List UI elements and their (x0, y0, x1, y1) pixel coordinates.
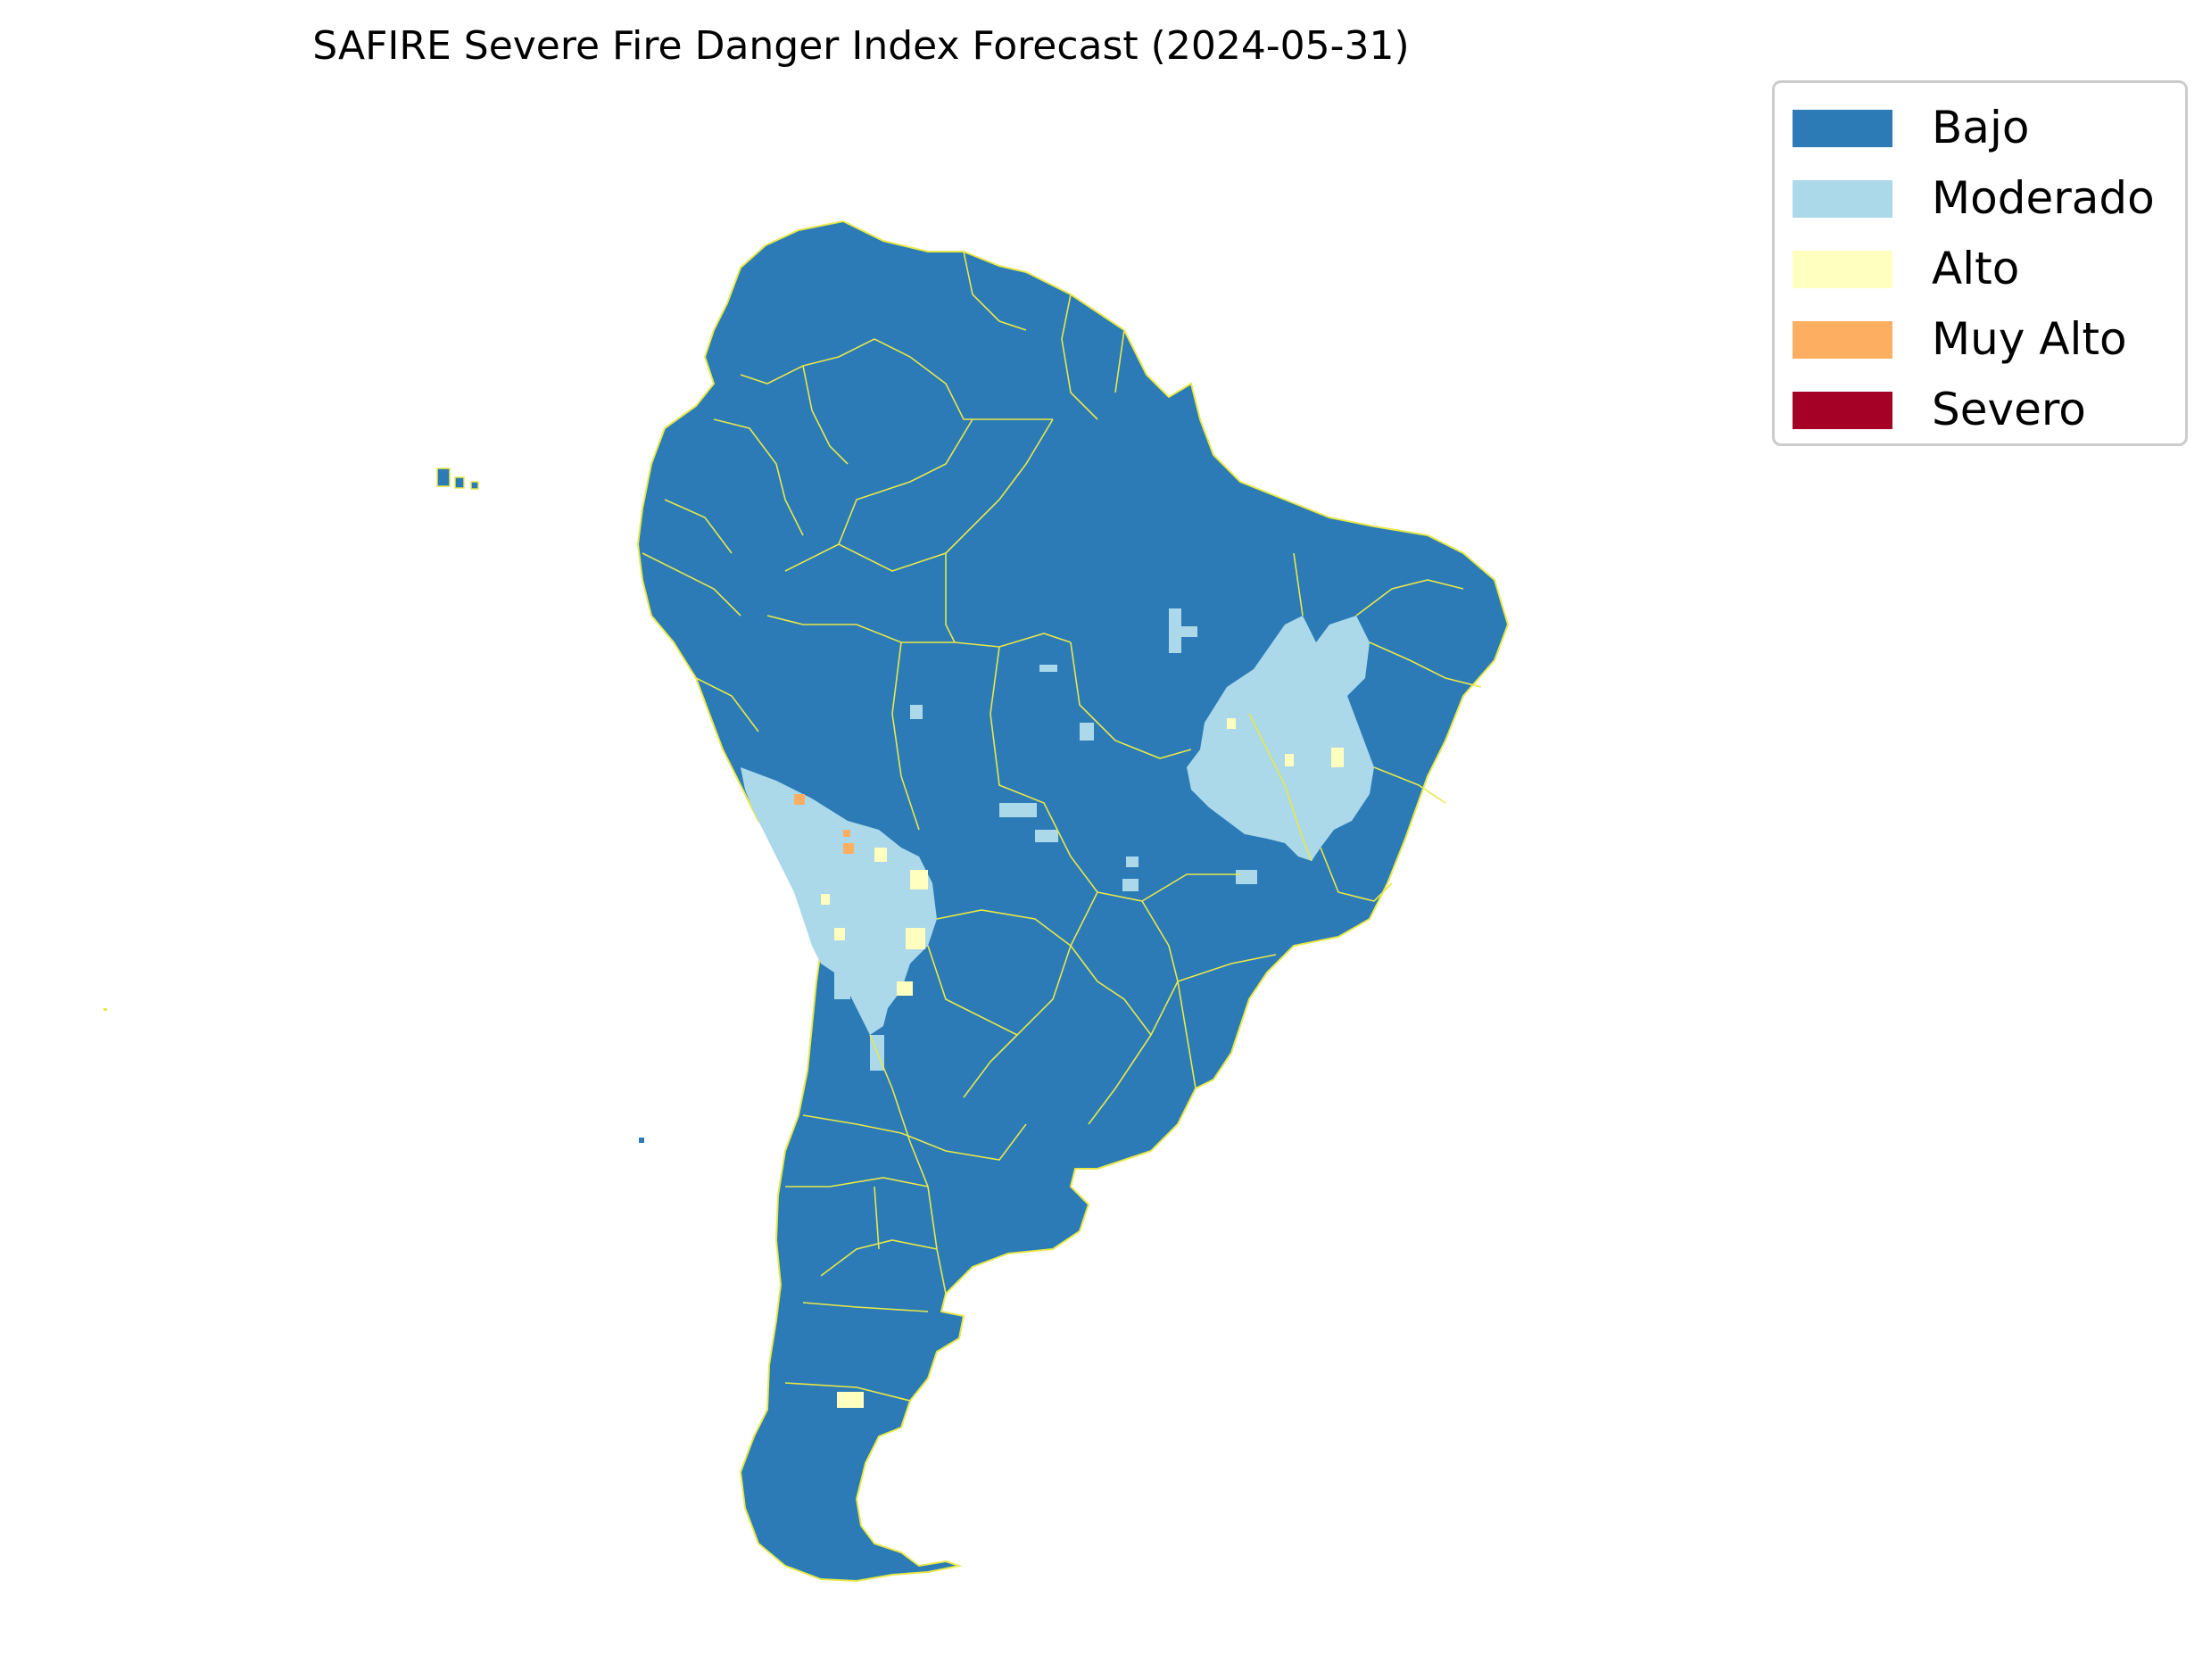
legend-label-alto: Alto (1932, 243, 2020, 294)
moderado-patch (834, 964, 850, 999)
moderado-patch (1169, 608, 1181, 653)
moderado-region-brazil (1187, 616, 1374, 861)
legend-label-severo: Severo (1932, 384, 2086, 435)
moderado-patch (1039, 665, 1057, 672)
legend-item-moderado: Moderado (1775, 166, 2185, 224)
moderado-patch (1080, 723, 1094, 741)
muy-alto-patch (794, 794, 805, 805)
legend-swatch-alto (1793, 251, 1892, 288)
offshore-island (639, 1138, 644, 1143)
legend-label-moderado: Moderado (1932, 172, 2155, 224)
legend-item-alto: Alto (1775, 236, 2185, 294)
muy-alto-patch (843, 830, 850, 837)
alto-patch (834, 928, 845, 940)
moderado-patch (1236, 870, 1257, 884)
south-america-map (104, 219, 1510, 1583)
legend-item-muy-alto: Muy Alto (1775, 307, 2185, 365)
alto-patch (874, 848, 887, 862)
continent-landmass (636, 219, 1510, 1583)
administrative-boundaries (642, 251, 1482, 1402)
moderado-patch (999, 803, 1037, 817)
moderado-patch (910, 705, 923, 719)
offshore-island (104, 1008, 107, 1011)
legend-label-muy-alto: Muy Alto (1932, 313, 2127, 365)
alto-patch (821, 894, 830, 905)
legend-swatch-moderado (1793, 180, 1892, 218)
moderado-region-andes (741, 767, 937, 1035)
legend-item-severo: Severo (1775, 377, 2185, 435)
legend-item-bajo: Bajo (1775, 95, 2185, 153)
legend: Bajo Moderado Alto Muy Alto Severo (1772, 80, 2188, 446)
legend-swatch-muy-alto (1793, 321, 1892, 359)
legend-label-bajo: Bajo (1932, 102, 2030, 153)
alto-patch (910, 870, 928, 890)
moderado-patch (1126, 857, 1139, 867)
moderado-patch (1176, 626, 1197, 637)
alto-patch (897, 981, 913, 996)
moderado-patch (1122, 879, 1139, 891)
galapagos-islands (436, 468, 479, 490)
legend-swatch-severo (1793, 392, 1892, 429)
alto-patch (1331, 748, 1344, 767)
alto-patch (906, 928, 925, 949)
legend-swatch-bajo (1793, 110, 1892, 147)
map-title: SAFIRE Severe Fire Danger Index Forecast… (312, 23, 1410, 69)
muy-alto-patch (843, 843, 854, 854)
alto-patch (1285, 754, 1294, 766)
alto-patch (1227, 718, 1236, 729)
alto-patch (837, 1392, 864, 1408)
moderado-patch (1035, 830, 1058, 842)
